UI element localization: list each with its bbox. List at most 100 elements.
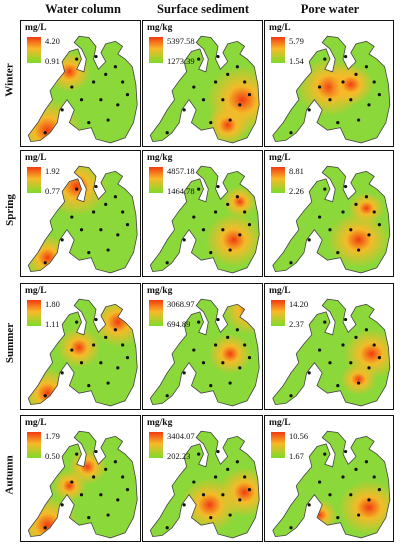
map-panel-summer-water-column: mg/L 1.80 1.11: [20, 283, 141, 410]
lake-outline: [27, 165, 138, 274]
sampling-site-dot: [116, 233, 120, 237]
sampling-site-dot: [214, 475, 218, 479]
concentration-hotspot: [348, 192, 385, 225]
sampling-site-dot: [106, 513, 110, 517]
sampling-site-dot: [357, 381, 361, 385]
legend-min-value: 202.23: [167, 451, 191, 461]
sampling-site-dot: [104, 72, 108, 76]
sampling-site-dot: [364, 65, 368, 69]
sampling-site-dot: [216, 54, 220, 59]
sampling-site-dot: [125, 356, 130, 360]
concentration-hotspot: [327, 212, 390, 268]
map-panel-autumn-surface-sediment: mg/kg 3404.07 202.23: [142, 415, 263, 542]
sampling-site-dot: [336, 121, 340, 125]
sampling-site-dot: [125, 223, 130, 227]
sampling-site-dot: [121, 80, 125, 84]
sampling-site-dot: [364, 328, 368, 332]
sampling-site-dot: [328, 493, 332, 497]
legend-min-value: 1.54: [289, 56, 304, 66]
lake-outline: [27, 298, 138, 407]
column-header-surface-sediment: Surface sediment: [157, 2, 249, 16]
legend-color-bar: [271, 167, 285, 193]
sampling-site-dot: [192, 85, 196, 89]
sampling-site-dot: [344, 184, 348, 189]
sampling-site-dot: [79, 98, 84, 102]
sampling-site-dot: [243, 475, 247, 479]
sampling-site-dot: [106, 248, 110, 252]
lake-map: [272, 35, 391, 144]
legend-min-value: 1.11: [45, 319, 60, 329]
sampling-site-dot: [79, 228, 84, 232]
sampling-site-dot: [372, 343, 376, 347]
legend-max-value: 8.81: [289, 166, 304, 176]
legend-unit: mg/L: [269, 418, 291, 428]
lake-map: [27, 35, 138, 144]
lake-map: [149, 430, 260, 539]
sampling-site-dot: [99, 493, 103, 497]
sampling-site-dot: [328, 228, 332, 232]
sampling-site-dot: [367, 103, 371, 107]
sampling-site-dot: [182, 108, 186, 112]
sampling-site-dot: [87, 121, 91, 125]
sampling-site-dot: [228, 513, 232, 517]
row-label-spring: Spring: [4, 194, 17, 226]
map-panel-summer-surface-sediment: mg/kg 3068.97 694.89: [142, 283, 263, 410]
sampling-site-dot: [289, 131, 293, 135]
legend-color-bar: [271, 300, 285, 326]
sampling-site-dot: [247, 223, 252, 227]
legend-color-bar: [27, 37, 41, 63]
legend-unit: mg/kg: [147, 153, 173, 163]
sampling-site-dot: [121, 210, 125, 214]
concentration-hotspot: [28, 368, 75, 406]
sampling-site-dot: [209, 384, 213, 388]
sampling-site-dot: [226, 467, 230, 471]
lake-map: [272, 165, 391, 274]
legend-max-value: 10.56: [289, 431, 309, 441]
lake-map: [27, 430, 138, 539]
sampling-site-dot: [221, 228, 225, 232]
sampling-site-dot: [307, 503, 311, 507]
map-panel-spring-pore-water: mg/L 8.81 2.26: [264, 150, 394, 277]
sampling-site-dot: [238, 233, 242, 237]
sampling-site-dot: [318, 480, 322, 484]
legend-max-value: 3068.97: [167, 299, 195, 309]
sampling-site-dot: [214, 343, 218, 347]
legend-min-value: 0.77: [45, 186, 60, 196]
sampling-site-dot: [289, 526, 293, 530]
sampling-site-dot: [238, 366, 242, 370]
sampling-site-dot: [289, 394, 293, 398]
legend-max-value: 3404.07: [167, 431, 195, 441]
sampling-site-dot: [216, 184, 220, 189]
sampling-site-dot: [221, 98, 225, 102]
legend-min-value: 2.37: [289, 319, 304, 329]
sampling-site-dot: [235, 195, 239, 199]
sampling-site-dot: [125, 488, 130, 492]
sampling-site-dot: [226, 72, 230, 76]
map-panel-summer-pore-water: mg/L 14.20 2.37: [264, 283, 394, 410]
sampling-site-dot: [341, 475, 345, 479]
legend-color-bar: [149, 167, 163, 193]
legend-max-value: 14.20: [289, 299, 309, 309]
sampling-site-dot: [377, 356, 381, 360]
sampling-site-dot: [336, 516, 340, 520]
sampling-site-dot: [372, 80, 376, 84]
concentration-hotspot: [57, 326, 101, 369]
legend-max-value: 5.79: [289, 36, 304, 46]
concentration-hotspot: [222, 185, 257, 218]
map-panel-winter-surface-sediment: mg/kg 5397.58 1273.39: [142, 20, 263, 147]
sampling-site-dot: [367, 233, 371, 237]
sampling-site-dot: [43, 131, 47, 135]
lake-map: [272, 430, 391, 539]
lake-outline: [149, 165, 260, 274]
legend-unit: mg/L: [25, 418, 47, 428]
sampling-site-dot: [197, 187, 201, 191]
sampling-site-dot: [344, 317, 348, 322]
sampling-site-dot: [60, 238, 64, 242]
sampling-site-dot: [75, 187, 79, 191]
map-panel-autumn-pore-water: mg/L 10.56 1.67: [264, 415, 394, 542]
concentration-hotspot: [327, 63, 375, 106]
sampling-site-dot: [192, 480, 196, 484]
sampling-site-dot: [238, 103, 242, 107]
legend-min-value: 1273.39: [167, 56, 195, 66]
lake-map: [27, 165, 138, 274]
